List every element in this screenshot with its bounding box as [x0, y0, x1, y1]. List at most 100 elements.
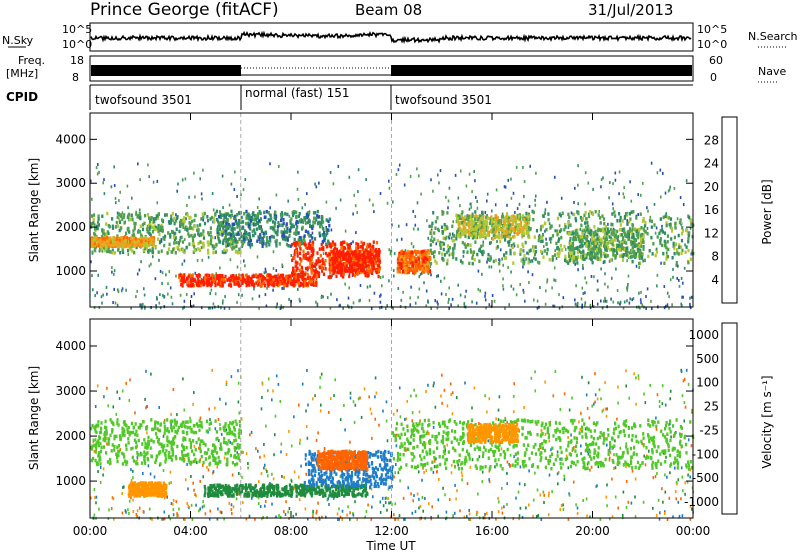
- data-cell: [286, 213, 288, 217]
- data-cell: [289, 229, 291, 233]
- data-cell: [530, 249, 532, 253]
- data-cell: [504, 238, 506, 242]
- data-cell: [667, 234, 669, 238]
- noise-cell: [317, 431, 319, 434]
- noise-cell: [148, 175, 150, 178]
- data-cell: [499, 228, 501, 232]
- data-cell: [325, 267, 327, 271]
- noise-cell: [236, 301, 238, 304]
- data-cell: [207, 219, 209, 223]
- data-cell: [197, 224, 199, 228]
- data-cell: [252, 234, 254, 238]
- data-cell: [243, 237, 245, 241]
- data-cell: [116, 237, 118, 241]
- noise-cell: [111, 271, 113, 274]
- noise-cell: [258, 197, 260, 200]
- data-cell: [319, 247, 321, 251]
- data-cell: [238, 211, 240, 215]
- noise-cell: [398, 168, 400, 171]
- data-cell: [110, 241, 112, 245]
- data-cell: [277, 221, 279, 225]
- noise-cell: [551, 490, 553, 493]
- noise-cell: [437, 274, 439, 277]
- noise-cell: [549, 474, 551, 477]
- noise-cell: [496, 240, 498, 243]
- noise-cell: [320, 409, 322, 412]
- noise-cell: [415, 302, 417, 305]
- data-cell: [271, 235, 273, 239]
- data-cell: [243, 212, 245, 216]
- noise-cell: [506, 204, 508, 207]
- data-cell: [605, 225, 607, 229]
- noise-cell: [584, 277, 586, 280]
- data-cell: [221, 274, 223, 278]
- noise-cell: [208, 256, 210, 259]
- data-cell: [323, 273, 325, 277]
- noise-cell: [177, 183, 179, 186]
- noise-cell: [438, 181, 440, 184]
- noise-cell: [212, 192, 214, 195]
- data-cell: [232, 232, 234, 236]
- data-cell: [195, 214, 197, 218]
- data-cell: [143, 222, 145, 226]
- noise-cell: [662, 172, 664, 175]
- noise-cell: [656, 248, 658, 251]
- noise-cell: [669, 186, 671, 189]
- noise-cell: [543, 494, 545, 497]
- data-cell: [211, 282, 213, 286]
- data-cell: [582, 239, 584, 243]
- noise-cell: [406, 223, 408, 226]
- data-cell: [470, 234, 472, 238]
- noise-cell: [626, 299, 628, 302]
- data-cell: [596, 248, 598, 252]
- data-cell: [473, 232, 475, 236]
- noise-cell: [118, 199, 120, 202]
- data-cell: [458, 222, 460, 226]
- data-cell: [620, 223, 622, 227]
- data-cell: [197, 242, 199, 246]
- data-cell: [305, 230, 307, 234]
- data-cell: [318, 275, 320, 279]
- data-cell: [628, 251, 630, 255]
- data-cell: [637, 236, 639, 240]
- data-cell: [502, 215, 504, 219]
- data-cell: [576, 261, 578, 265]
- noise-cell: [348, 286, 350, 289]
- noise-cell: [631, 200, 633, 203]
- noise-cell: [345, 230, 347, 233]
- noise-cell: [352, 213, 354, 216]
- noise-cell: [666, 251, 668, 254]
- data-cell: [588, 252, 590, 256]
- data-cell: [274, 211, 276, 215]
- noise-cell: [584, 291, 586, 294]
- data-cell: [479, 235, 481, 239]
- data-cell: [626, 222, 628, 226]
- noise-cell: [672, 268, 674, 271]
- data-cell: [329, 271, 331, 275]
- data-cell: [231, 247, 233, 251]
- data-cell: [272, 227, 274, 231]
- data-cell: [568, 221, 570, 225]
- data-cell: [216, 210, 218, 214]
- data-cell: [367, 252, 369, 256]
- data-cell: [455, 257, 457, 261]
- data-cell: [664, 240, 666, 244]
- data-cell: [452, 256, 454, 260]
- noise-cell: [373, 210, 375, 213]
- data-cell: [397, 268, 399, 272]
- data-cell: [629, 212, 631, 216]
- data-cell: [661, 244, 663, 248]
- data-cell: [208, 274, 210, 278]
- data-cell: [474, 218, 476, 222]
- noise-cell: [175, 275, 177, 278]
- data-cell: [180, 219, 182, 223]
- noise-cell: [447, 206, 449, 209]
- noise-cell: [445, 293, 447, 296]
- data-cell: [540, 228, 542, 232]
- noise-cell: [629, 297, 631, 300]
- data-cell: [264, 284, 266, 288]
- noise-cell: [396, 239, 398, 242]
- data-cell: [91, 222, 93, 226]
- noise-cell: [102, 181, 104, 184]
- data-cell: [318, 271, 320, 275]
